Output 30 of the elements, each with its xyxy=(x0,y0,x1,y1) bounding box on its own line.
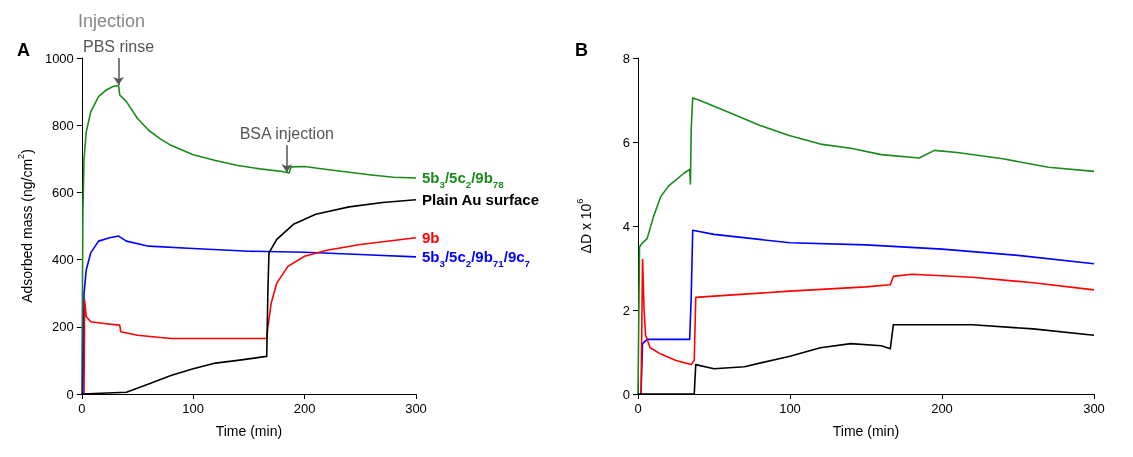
y-tick-label: 4 xyxy=(622,218,630,234)
y-tick-label: 8 xyxy=(622,50,630,66)
y-tick-label: 200 xyxy=(52,319,74,335)
series-label: Plain Au surface xyxy=(422,191,539,209)
y-tick-label: 0 xyxy=(622,386,630,402)
y-axis-title: Adsorbed mass (ng/cm2) xyxy=(15,149,35,303)
x-tick-label: 100 xyxy=(182,401,205,416)
series-label: 9b xyxy=(422,229,440,247)
chart-title: B xyxy=(575,40,588,60)
y-tick-label: 400 xyxy=(52,252,74,268)
x-tick-label: 100 xyxy=(779,401,801,416)
x-axis-title: Time (min) xyxy=(215,423,283,439)
x-tick-label: 200 xyxy=(293,401,316,416)
y-tick-label: 6 xyxy=(622,134,630,150)
y-tick-label: 1000 xyxy=(44,50,74,66)
x-tick-label: 0 xyxy=(78,401,86,416)
y-axis-title: ΔD x 106 xyxy=(574,198,594,254)
x-tick-label: 0 xyxy=(634,401,642,416)
x-axis-title: Time (min) xyxy=(832,423,900,439)
y-tick-label: 800 xyxy=(52,117,74,133)
text: Injection xyxy=(78,11,146,31)
x-tick-label: 200 xyxy=(931,401,953,416)
annotation: BSA injection xyxy=(239,124,334,142)
x-tick-label: 300 xyxy=(1083,401,1105,416)
y-tick-label: 600 xyxy=(52,184,74,200)
y-tick-label: 2 xyxy=(622,302,630,318)
chart-title: A xyxy=(17,40,30,60)
annotation: PBS rinse xyxy=(83,37,155,55)
y-tick-label: 0 xyxy=(66,386,74,402)
x-tick-label: 300 xyxy=(405,401,427,416)
